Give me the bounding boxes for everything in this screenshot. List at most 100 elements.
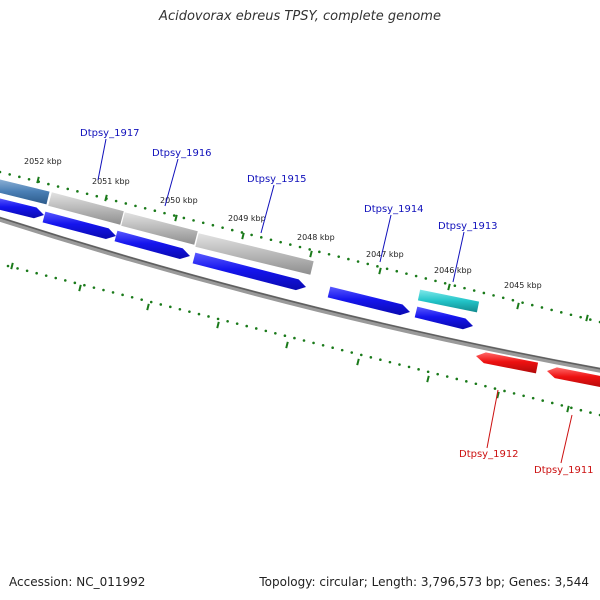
scale-tick	[241, 232, 245, 240]
guide-dot	[443, 281, 447, 285]
guide-dot	[453, 284, 457, 288]
guide-dot	[289, 243, 292, 246]
guide-dot	[192, 219, 195, 222]
guide-dot	[63, 279, 67, 282]
guide-dot	[197, 312, 201, 316]
guide-dot	[302, 339, 306, 342]
scale-tick	[78, 284, 82, 292]
genome-summary-label: Topology: circular; Length: 3,796,573 bp…	[259, 575, 589, 589]
guide-dot	[331, 346, 334, 350]
guide-dot	[76, 190, 79, 193]
scale-tick	[146, 303, 150, 311]
guide-dot	[143, 206, 147, 210]
gene-arrow-dtpsy_1913b	[414, 306, 473, 330]
guide-dot	[395, 269, 399, 273]
scale-tick	[566, 405, 570, 413]
guide-dot	[560, 404, 564, 407]
feature-region-gray	[48, 192, 124, 225]
guide-dot	[153, 209, 157, 213]
scale-tick	[356, 358, 360, 366]
guide-dot	[159, 303, 163, 306]
gene-label: Dtpsy_1917	[80, 128, 140, 139]
gene-arrow-dtpsy_1917	[0, 198, 44, 219]
guide-dot	[589, 318, 592, 321]
guide-dot	[134, 204, 137, 208]
scale-label: 2050 kbp	[160, 196, 198, 205]
backbone-layer	[0, 216, 600, 373]
guide-dot	[259, 236, 263, 239]
feature-region-gray	[195, 233, 314, 275]
guide-dot	[550, 401, 554, 405]
guide-dot	[550, 308, 553, 312]
guide-dot	[356, 260, 360, 263]
guide-dot	[347, 257, 350, 261]
accession-label: Accession: NC_011992	[9, 575, 146, 589]
guide-dot	[541, 399, 545, 402]
guide-dot	[298, 245, 302, 249]
guide-dot	[337, 255, 341, 258]
guide-dot	[436, 372, 439, 376]
guide-dot	[463, 286, 466, 290]
guide-dot	[366, 262, 370, 266]
scale-tick	[216, 321, 220, 329]
gene-label-callout	[260, 184, 275, 234]
guide-dot	[163, 211, 166, 215]
scale-tick	[309, 250, 313, 258]
guide-dot	[407, 365, 411, 369]
guide-dot	[6, 264, 10, 268]
feature-region-gray	[121, 212, 198, 245]
scale-tick	[516, 302, 520, 310]
guide-dot	[579, 315, 582, 319]
guide-dot	[56, 185, 60, 188]
guide-dot	[512, 392, 516, 395]
guide-dot	[570, 406, 573, 410]
guide-dot	[511, 298, 515, 302]
guide-dot	[95, 194, 99, 198]
guide-dot	[350, 351, 354, 354]
dotted-guide-layer	[0, 170, 600, 417]
guide-dot	[221, 226, 224, 229]
guide-dot	[465, 380, 468, 383]
gene-arrow-dtpsy_1912	[476, 352, 539, 374]
guide-dot	[522, 394, 525, 398]
guide-dot	[293, 336, 296, 340]
scale-label: 2051 kbp	[92, 177, 130, 186]
guide-dot	[359, 353, 363, 357]
guide-dot	[445, 375, 449, 378]
gene-label-callout	[97, 138, 107, 181]
guide-dot	[274, 331, 277, 335]
gene-label: Dtpsy_1915	[247, 174, 307, 185]
guide-dot	[283, 334, 287, 337]
scale-label: 2045 kbp	[504, 281, 542, 290]
gene-label: Dtpsy_1912	[459, 449, 519, 460]
guide-dot	[230, 228, 234, 232]
labels-layer: 2052 kbp 2051 kbp 2050 kbp 2049 kbp 2048 kbp…	[24, 128, 594, 476]
guide-dot	[269, 238, 273, 242]
gene-label-callout	[452, 231, 465, 283]
gene-rna-dtpsy_1913	[417, 289, 480, 313]
guide-dot	[73, 281, 77, 285]
guide-dot	[27, 177, 31, 181]
guide-dot	[312, 341, 315, 345]
guide-dot	[216, 317, 220, 321]
gene-label: Dtpsy_1914	[364, 204, 424, 215]
guide-dot	[121, 293, 124, 297]
scale-label: 2048 kbp	[297, 233, 335, 242]
guide-dot	[25, 269, 29, 273]
gene-label-callout	[560, 414, 573, 464]
scale-label: 2047 kbp	[366, 250, 404, 259]
guide-dot	[521, 301, 524, 304]
gene-arrow-dtpsy_1911	[547, 367, 600, 388]
guide-dot	[405, 272, 408, 275]
gene-label: Dtpsy_1916	[152, 148, 212, 159]
guide-dot	[182, 216, 186, 220]
guide-dot	[474, 382, 478, 386]
gene-arrow-dtpsy_1914	[327, 286, 410, 316]
guide-dot	[254, 327, 258, 330]
genome-backbone-edge	[0, 216, 600, 370]
guide-dot	[531, 396, 535, 400]
guide-dot	[207, 315, 210, 318]
scale-tick	[426, 375, 430, 383]
